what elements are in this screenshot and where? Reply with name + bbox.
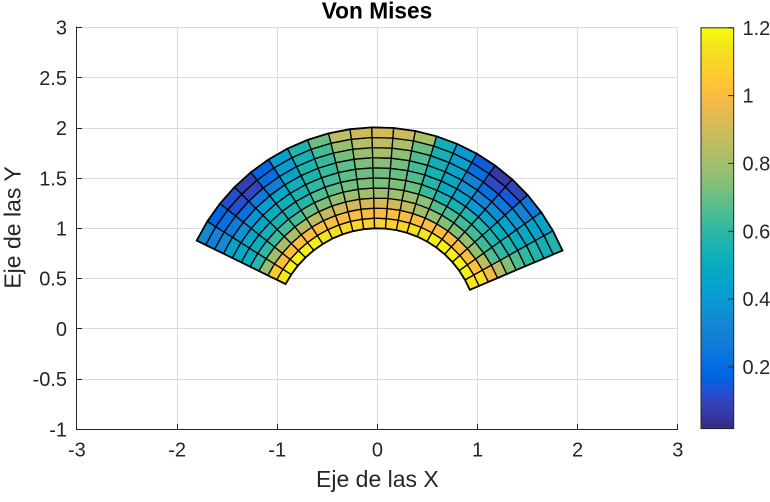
svg-text:1: 1 <box>472 440 483 462</box>
svg-text:-1: -1 <box>49 419 67 441</box>
svg-text:0.5: 0.5 <box>39 269 67 291</box>
svg-text:1: 1 <box>743 86 754 108</box>
svg-text:0.2: 0.2 <box>743 357 770 379</box>
svg-text:1.2: 1.2 <box>743 18 770 40</box>
svg-text:1: 1 <box>56 219 67 241</box>
svg-text:0: 0 <box>372 440 383 462</box>
svg-text:Von Mises: Von Mises <box>322 0 433 23</box>
svg-text:2.5: 2.5 <box>39 68 67 90</box>
svg-text:3: 3 <box>672 440 683 462</box>
svg-text:-3: -3 <box>68 440 86 462</box>
svg-text:3: 3 <box>56 18 67 40</box>
svg-text:1.5: 1.5 <box>39 168 67 190</box>
svg-text:0.4: 0.4 <box>743 289 770 311</box>
svg-text:Eje de las Y: Eje de las Y <box>0 166 26 288</box>
svg-text:0.8: 0.8 <box>743 153 770 175</box>
svg-text:Eje de las X: Eje de las X <box>316 466 439 492</box>
svg-text:-2: -2 <box>168 440 186 462</box>
svg-text:2: 2 <box>56 118 67 140</box>
svg-text:0: 0 <box>56 319 67 341</box>
svg-text:2: 2 <box>572 440 583 462</box>
svg-text:-0.5: -0.5 <box>33 369 67 391</box>
svg-text:-1: -1 <box>268 440 286 462</box>
svg-text:0.6: 0.6 <box>743 221 770 243</box>
